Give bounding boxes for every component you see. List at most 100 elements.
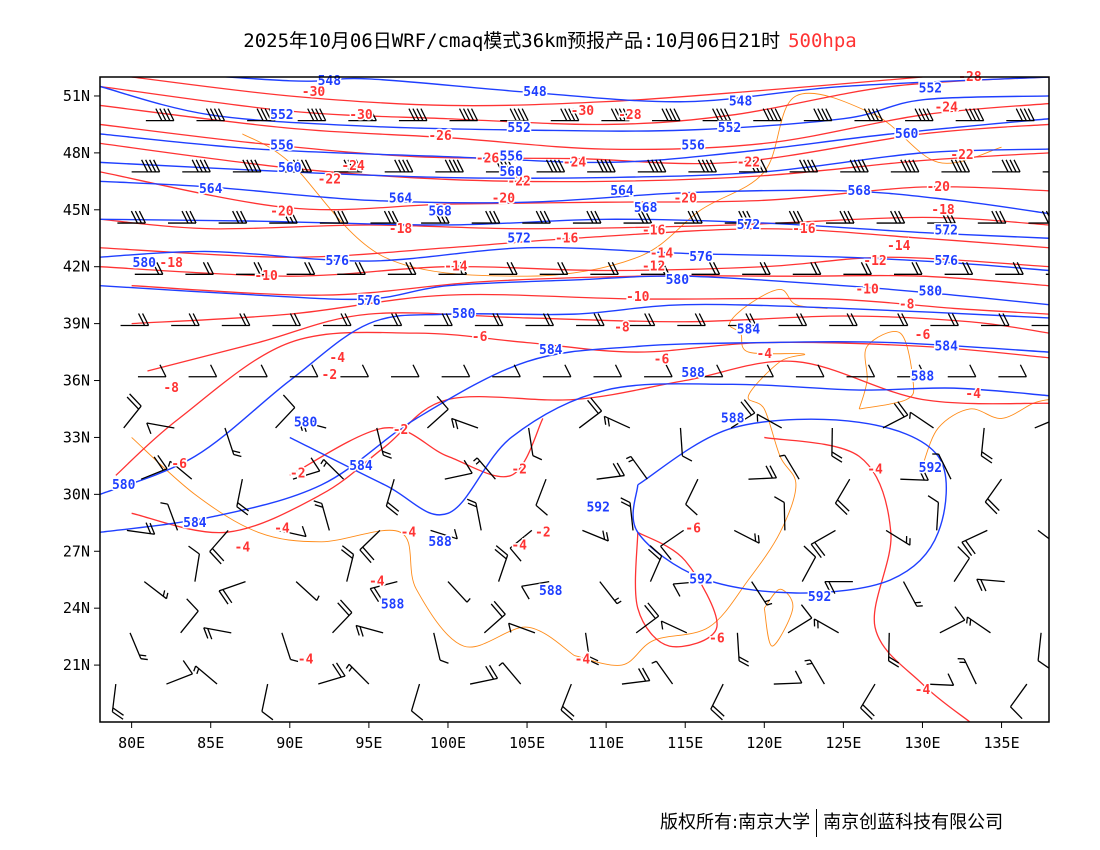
height-label: 552 — [919, 81, 942, 96]
chart-title: 2025年10月06日WRF/cmaq模式36km预报产品:10月06日21时 5… — [0, 26, 1100, 53]
wind-barb — [193, 665, 218, 685]
wind-barb — [535, 478, 548, 516]
temperature-contour — [100, 256, 1049, 277]
temperature-label: -22 — [737, 155, 760, 170]
temperature-contour — [634, 531, 718, 648]
wind-barb — [1055, 582, 1073, 608]
wind-barbs — [111, 108, 1073, 721]
wind-barb — [1037, 632, 1049, 669]
height-contour — [100, 341, 1049, 533]
wind-barb — [123, 393, 142, 429]
wind-barb — [441, 364, 471, 378]
height-label: 592 — [808, 590, 831, 605]
copyright-text: 版权所有:南京大学 — [660, 812, 811, 833]
wind-barb — [323, 313, 352, 327]
lon-tick-label: 95E — [355, 734, 382, 752]
wind-barb — [145, 108, 175, 122]
wind-barb — [801, 545, 817, 582]
wind-barb — [640, 262, 670, 275]
temperature-contour — [147, 312, 1049, 372]
wind-barb — [355, 624, 384, 637]
coastline — [858, 331, 915, 410]
wind-barb — [444, 459, 473, 480]
temperature-label: -4 — [235, 540, 251, 555]
height-label: 584 — [183, 516, 207, 531]
temperature-label: -20 — [673, 191, 697, 206]
wind-barb — [804, 659, 825, 685]
wind-barb — [736, 632, 750, 667]
wind-barb — [751, 581, 773, 606]
wind-barb — [1045, 273, 1049, 275]
wind-barb — [221, 313, 251, 327]
temperature-label: -12 — [642, 260, 665, 275]
height-label: 580 — [919, 284, 943, 299]
temperature-label: -24 — [341, 159, 365, 174]
wind-barb — [483, 600, 506, 634]
wind-barb — [955, 108, 985, 122]
wind-barb — [332, 599, 353, 634]
wind-barb — [947, 364, 977, 378]
wind-barb — [584, 632, 599, 666]
wind-barb — [451, 417, 479, 430]
wind-barb — [185, 262, 214, 275]
height-contour — [100, 303, 1049, 496]
height-label: 588 — [911, 370, 935, 385]
wind-barb — [792, 262, 822, 275]
lon-tick-label: 120E — [746, 734, 782, 752]
height-label: 552 — [507, 121, 530, 136]
lat-tick-label: 45N — [63, 201, 90, 219]
wind-barb — [348, 108, 377, 122]
wind-barb — [466, 498, 482, 531]
wind-barb — [599, 581, 622, 605]
contour-labels: -30-30 -30 -28-28-26-26-24 -24-24-22 -22-22-… — [110, 69, 983, 700]
wind-barb — [890, 159, 920, 173]
height-contour — [632, 418, 947, 594]
wind-barb — [340, 364, 369, 378]
temperature-label: -4 — [756, 347, 772, 362]
height-label: 568 — [847, 184, 871, 199]
axes: 80E 85E 90E 95E 100E 105E 110E 115E 120E 125E 130E… — [63, 87, 1020, 752]
temperature-label: -20 — [492, 191, 516, 206]
wind-barb — [494, 545, 509, 582]
temperature-label: -22 — [318, 172, 341, 187]
wind-barb — [387, 262, 417, 275]
height-contour — [100, 275, 1049, 306]
temperature-label: -4 — [369, 575, 385, 590]
coastline — [131, 437, 575, 656]
divider — [816, 809, 818, 837]
wind-barb — [247, 108, 276, 122]
height-label: 576 — [934, 254, 958, 269]
height-label: 580 — [133, 256, 157, 271]
wind-barb — [582, 529, 609, 542]
wind-barb — [313, 500, 330, 531]
wind-barb — [789, 159, 819, 173]
temperature-contour — [131, 77, 923, 107]
wind-barb — [688, 159, 717, 173]
height-label: 580 — [666, 273, 690, 288]
wind-barb — [829, 313, 858, 327]
wind-barb — [218, 581, 246, 605]
temperature-contours — [100, 77, 1049, 722]
height-label: 564 — [610, 184, 634, 199]
wind-barb — [474, 313, 504, 327]
wind-barb — [603, 415, 631, 429]
wind-barb — [500, 108, 529, 122]
lat-tick-label: 27N — [63, 542, 90, 560]
wind-barb — [129, 632, 148, 661]
wind-barb — [224, 427, 242, 458]
height-contours — [100, 77, 1049, 594]
wind-barb — [939, 606, 966, 634]
wind-barb — [376, 427, 392, 459]
wind-barb — [779, 454, 800, 480]
wind-barb — [542, 364, 572, 378]
wind-barb — [710, 683, 725, 721]
wind-barb — [527, 427, 543, 461]
wind-barb — [560, 683, 575, 721]
wind-barb — [587, 159, 616, 173]
wind-barb — [778, 313, 808, 327]
wind-barb — [384, 159, 414, 173]
wind-barb — [840, 159, 869, 173]
height-label: 588 — [721, 411, 745, 426]
wind-barb — [893, 262, 923, 275]
wind-barb — [927, 210, 956, 224]
